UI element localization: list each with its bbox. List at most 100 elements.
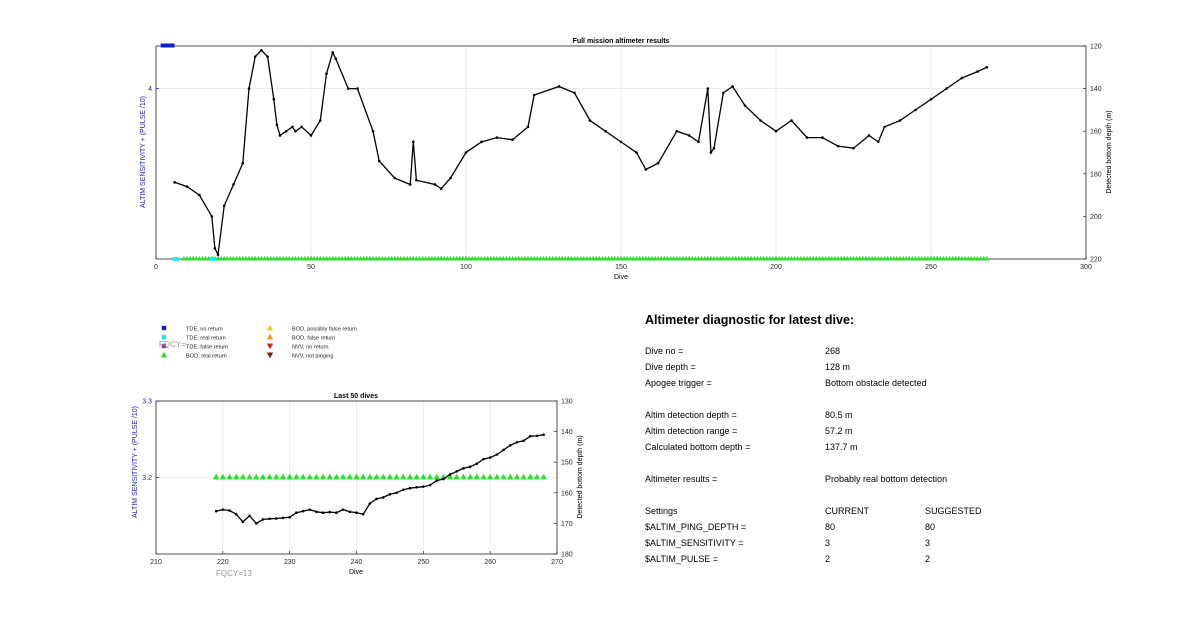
bod-real-return-marker (373, 473, 380, 480)
x-tick-label: 270 (551, 559, 563, 566)
bod-real-return-marker (266, 473, 273, 480)
tde-no-return-marker (160, 43, 175, 48)
bottom-depth-point (985, 66, 989, 69)
bottom-depth-point (976, 70, 979, 73)
bod-real-return-marker (473, 473, 480, 480)
legend-label: TDE, false return (186, 344, 228, 350)
bottom-depth-point (241, 520, 245, 524)
x-tick-label: 300 (1080, 264, 1092, 271)
diagnostic-value: CURRENT (825, 506, 869, 516)
diagnostic-row: Altimeter results = Probably real bottom … (645, 474, 1185, 488)
bottom-depth-point (914, 108, 917, 112)
left-tick-label: 3.2 (142, 475, 152, 482)
bottom-depth-point (619, 140, 623, 144)
left-tick-label: 3.3 (142, 399, 152, 406)
bod-real-return-marker (453, 473, 460, 480)
bottom-depth-point (331, 51, 335, 54)
bottom-depth-point (408, 183, 412, 186)
bottom-depth-point (644, 168, 648, 171)
bod-real-return-marker (313, 473, 320, 480)
legend-square-icon (161, 343, 167, 349)
diagnostic-value: 80 (825, 522, 836, 532)
bottom-depth-point (260, 48, 263, 52)
legend-triangle-icon (266, 324, 274, 331)
bottom-depth-point (275, 517, 278, 520)
bod-real-return-marker (984, 255, 990, 261)
bod-real-return-marker (433, 473, 440, 480)
bottom-depth-point (945, 87, 948, 90)
bottom-depth-point (508, 444, 512, 447)
bottom-depth-point (482, 457, 485, 461)
tde-real-return-marker (175, 257, 180, 261)
diagnostic-row: Calculated bottom depth = 137.7 m (645, 442, 1185, 456)
bod-real-return-marker (346, 473, 354, 480)
legend-label: BOD, real return (186, 353, 227, 359)
bottom-depth-point (348, 510, 352, 514)
diagnostic-value: 2 (825, 554, 831, 564)
legend-label: TDE, real return (186, 335, 226, 341)
bod-real-return-marker (533, 473, 541, 480)
legend-label: NVV, no return (292, 344, 329, 350)
bottom-depth-point (731, 85, 734, 88)
legend-label: NVV, not pinging (292, 353, 333, 359)
bottom-depth-point (291, 125, 294, 129)
bottom-depth-point (334, 57, 338, 61)
bottom-depth-point (248, 514, 251, 518)
bottom-depth-point (309, 134, 313, 137)
diagnostic-row: Altim detection depth = 80.5 m (645, 410, 1185, 424)
bottom-depth-point (488, 456, 492, 459)
bottom-depth-point (185, 185, 189, 188)
bottom-depth-point (836, 144, 840, 148)
bottom-depth-point (468, 465, 472, 469)
bottom-depth-point (449, 176, 452, 180)
bottom-depth-point (355, 511, 358, 514)
diagnostic-row: $ALTIM_PULSE = 2 2 (645, 554, 1185, 568)
legend-triangle-icon (266, 343, 274, 350)
bod-real-return-marker (273, 473, 280, 480)
altimeter-diagnostic-panel: Altimeter diagnostic for latest dive: Di… (645, 313, 1185, 583)
bottom-depth-point (439, 187, 443, 191)
bod-real-return-marker (366, 473, 374, 480)
bottom-depth-point (254, 522, 258, 525)
bod-real-return-marker (520, 473, 527, 480)
diagnostic-row: Dive depth = 128 m (645, 362, 1185, 376)
diagnostic-value: 128 m (825, 362, 851, 372)
diagnostic-value: Bottom obstacle detected (825, 378, 927, 388)
diagnostic-value2: 3 (925, 538, 931, 548)
bottom-depth-point (455, 470, 459, 473)
bottom-depth-point (435, 479, 439, 482)
bottom-depth-point (346, 87, 350, 90)
bod-real-return-marker (420, 473, 427, 480)
bottom-depth-point (412, 140, 415, 144)
bottom-depth-point (464, 151, 468, 154)
bottom-depth-point (408, 486, 412, 490)
bottom-depth-point (687, 134, 691, 137)
x-tick-label: 250 (417, 559, 429, 566)
bottom-depth-point (542, 433, 545, 436)
bottom-depth-point (706, 87, 710, 90)
bod-real-return-marker (226, 473, 233, 480)
fqcy-annotation: FQCY=13 (216, 569, 252, 578)
bod-real-return-marker (393, 473, 400, 480)
bod-real-return-marker (486, 473, 494, 480)
bod-real-return-marker (233, 473, 240, 480)
bottom-depth-point (821, 136, 824, 139)
bod-real-return-marker (507, 473, 514, 480)
bod-real-return-marker (540, 473, 547, 480)
diagnostic-row: Apogee trigger = Bottom obstacle detected (645, 378, 1185, 392)
diagnostic-label: Apogee trigger = (645, 378, 712, 388)
bod-real-return-marker (426, 473, 434, 480)
diagnostic-label: Altim detection range = (645, 426, 738, 436)
bottom-depth-point (266, 55, 269, 58)
legend-triangle-icon (266, 352, 274, 359)
diagnostic-value: Probably real bottom detection (825, 474, 948, 484)
bottom-depth-point (375, 497, 378, 501)
bottom-depth-point (759, 119, 762, 122)
bottom-depth-point (328, 510, 332, 514)
bod-real-return-marker (253, 473, 260, 480)
right-tick-label: 140 (1090, 86, 1102, 93)
full-mission-ticks: 0 50 100 150 200 250 300 4 120 140 160 180 200 220 (148, 44, 1102, 272)
x-tick-label: 210 (150, 559, 162, 566)
bod-real-return-marker (413, 473, 420, 480)
bod-real-return-marker (319, 473, 327, 480)
